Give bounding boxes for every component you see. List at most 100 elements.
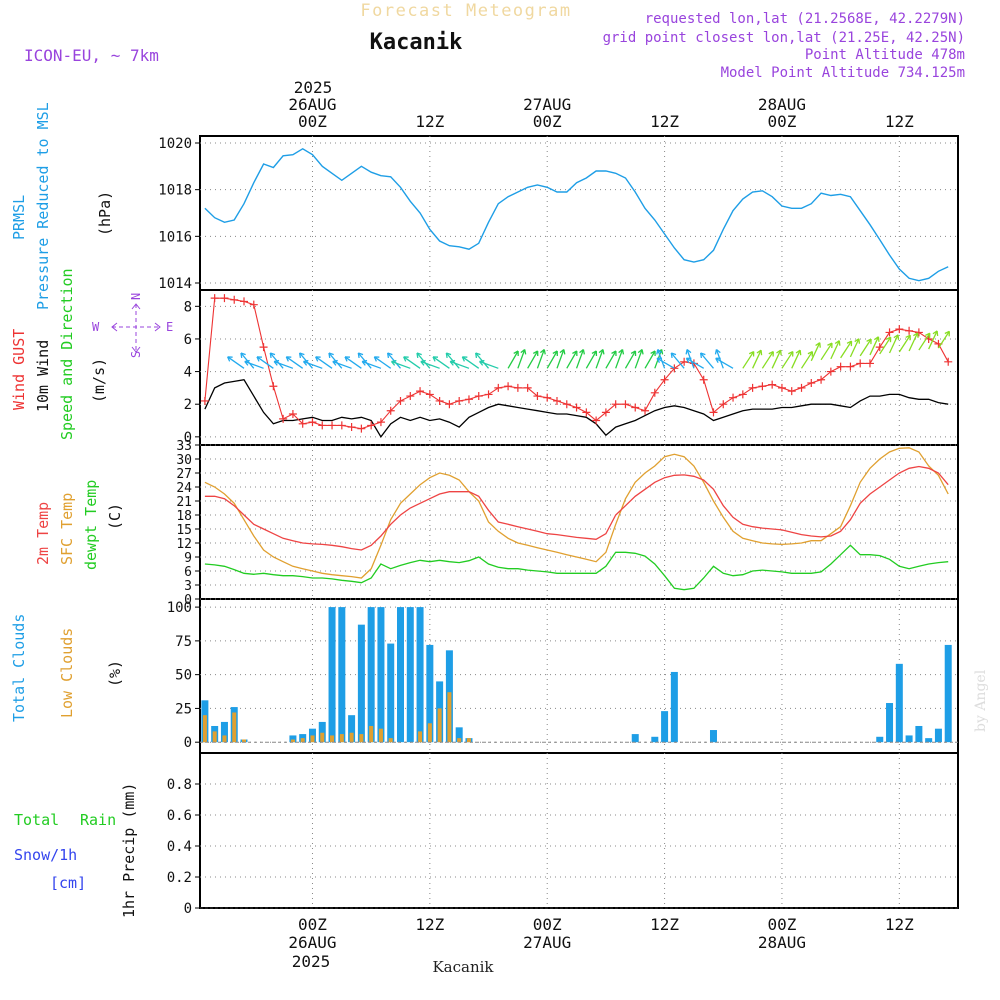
temperature-ytick-label: 6 [184,565,192,580]
wind-direction-arrow [420,360,440,369]
gust-marker [562,400,571,409]
wind-direction-arrowhead [873,336,880,342]
bottom-date-label: 27AUG [523,933,571,952]
wind-direction-arrow [634,349,643,369]
precipitation-ytick-label: 0.6 [167,808,192,824]
dewpt-temp-line [204,544,949,591]
total-cloud-bar [406,607,414,743]
wind-direction-arrowhead [924,332,931,339]
gust-marker [523,383,532,392]
gust-marker [494,383,503,392]
total-cloud-bar [905,735,913,743]
gust-marker [259,343,268,352]
gust-marker [572,403,581,412]
wind-direction-arrowhead [656,357,663,364]
wind-direction-arrow [670,352,685,369]
wind-10m-label: 10m Wind [34,340,52,412]
pressure-ytick-label: 1014 [158,276,192,292]
low-cloud-bar [222,735,227,743]
wind-direction-arrow [315,356,333,369]
gust-marker [220,294,229,303]
total-cloud-bar [318,721,326,743]
low-cloud-bar [418,731,423,743]
wind-direction-arrow [391,360,411,369]
wind-direction-arrow [830,340,840,360]
wind-direction-arrowhead [715,357,721,364]
gust-marker [836,362,845,371]
top-hour-label: 12Z [415,112,444,131]
gust-marker [249,300,258,309]
total-cloud-bar [377,607,385,743]
prmsl-label: PRMSL [10,195,28,240]
wind-direction-arrow [507,350,519,369]
gust-marker [641,406,650,415]
top-hour-label: 12Z [650,112,679,131]
wind-direction-arrowhead [445,352,452,359]
pressure-ytick-label: 1020 [158,136,192,152]
gust-marker [337,421,346,430]
wind-direction-arrow [888,334,899,354]
wind-direction-arrowhead [788,350,794,357]
low-cloud-bar [339,734,344,743]
gust-marker [914,328,923,337]
point-altitude: Point Altitude 478m [805,47,965,63]
compass-e: E [166,320,173,334]
wind-gust-label: Wind GUST [10,329,28,410]
gust-marker [660,375,669,384]
gust-marker [347,423,356,432]
total-cloud-bar [934,728,942,743]
meteogram-title: Forecast Meteogram [360,1,571,21]
location-title: Kacanik [370,30,463,55]
gust-marker [699,375,708,384]
wind-direction-arrowhead [479,359,485,366]
gust-marker [406,392,415,401]
precip-total-label: Total [14,811,59,829]
low-cloud-bar [437,708,442,743]
wind-direction-arrowhead [475,352,481,359]
total-cloud-bar [426,644,434,743]
pressure-desc-label: Pressure Reduced to MSL [34,102,52,310]
wind-direction-arrowhead [256,356,263,362]
low-cloud-bar [349,732,354,743]
low-cloud-bar [232,712,237,743]
wind-direction-arrowhead [285,356,292,362]
wind-direction-arrowhead [420,359,426,366]
temperature-ytick-label: 24 [176,481,192,496]
gust-marker [846,362,855,371]
total-cloud-bar [220,721,228,743]
wind-direction-arrowhead [387,352,393,359]
wind-direction-arrow [686,357,705,369]
top-date-label: 27AUG [523,95,571,114]
gust-marker [738,390,747,399]
low-cloud-bar [457,738,462,743]
wind-direction-arrow [800,351,813,369]
wind-direction-arrowhead [776,349,782,356]
wind-direction-arrowhead [552,350,558,357]
top-year-label: 2025 [294,78,333,97]
wind-direction-arrowhead [559,349,566,355]
precipitation-ytick-label: 0.8 [167,777,192,793]
wind-direction-arrow [615,349,624,369]
clouds-ytick-label: 25 [175,701,192,717]
total-cloud-bar [338,607,346,743]
clouds-ytick-label: 50 [175,668,192,684]
wind-direction-arrow [546,350,558,369]
wind-direction-arrowhead [846,340,853,347]
gust-marker [318,421,327,430]
bottom-hour-label: 00Z [533,915,562,934]
wind-direction-arrow [624,350,637,369]
wind-direction-arrow [595,349,604,369]
bottom-hour-label: 00Z [298,915,327,934]
low-cloud-bar [388,738,393,743]
wind-direction-arrowhead [815,342,821,348]
gust-marker [484,390,493,399]
wind-direction-arrowhead [807,350,814,357]
low-cloud-bar [242,739,247,743]
gust-marker [513,383,522,392]
wind-direction-arrowhead [618,349,625,355]
gust-marker [533,392,542,401]
gust-marker [592,416,601,425]
wind-direction-arrow [303,360,323,369]
low-clouds-label: Low Clouds [58,628,76,718]
total-cloud-bar [397,607,405,743]
